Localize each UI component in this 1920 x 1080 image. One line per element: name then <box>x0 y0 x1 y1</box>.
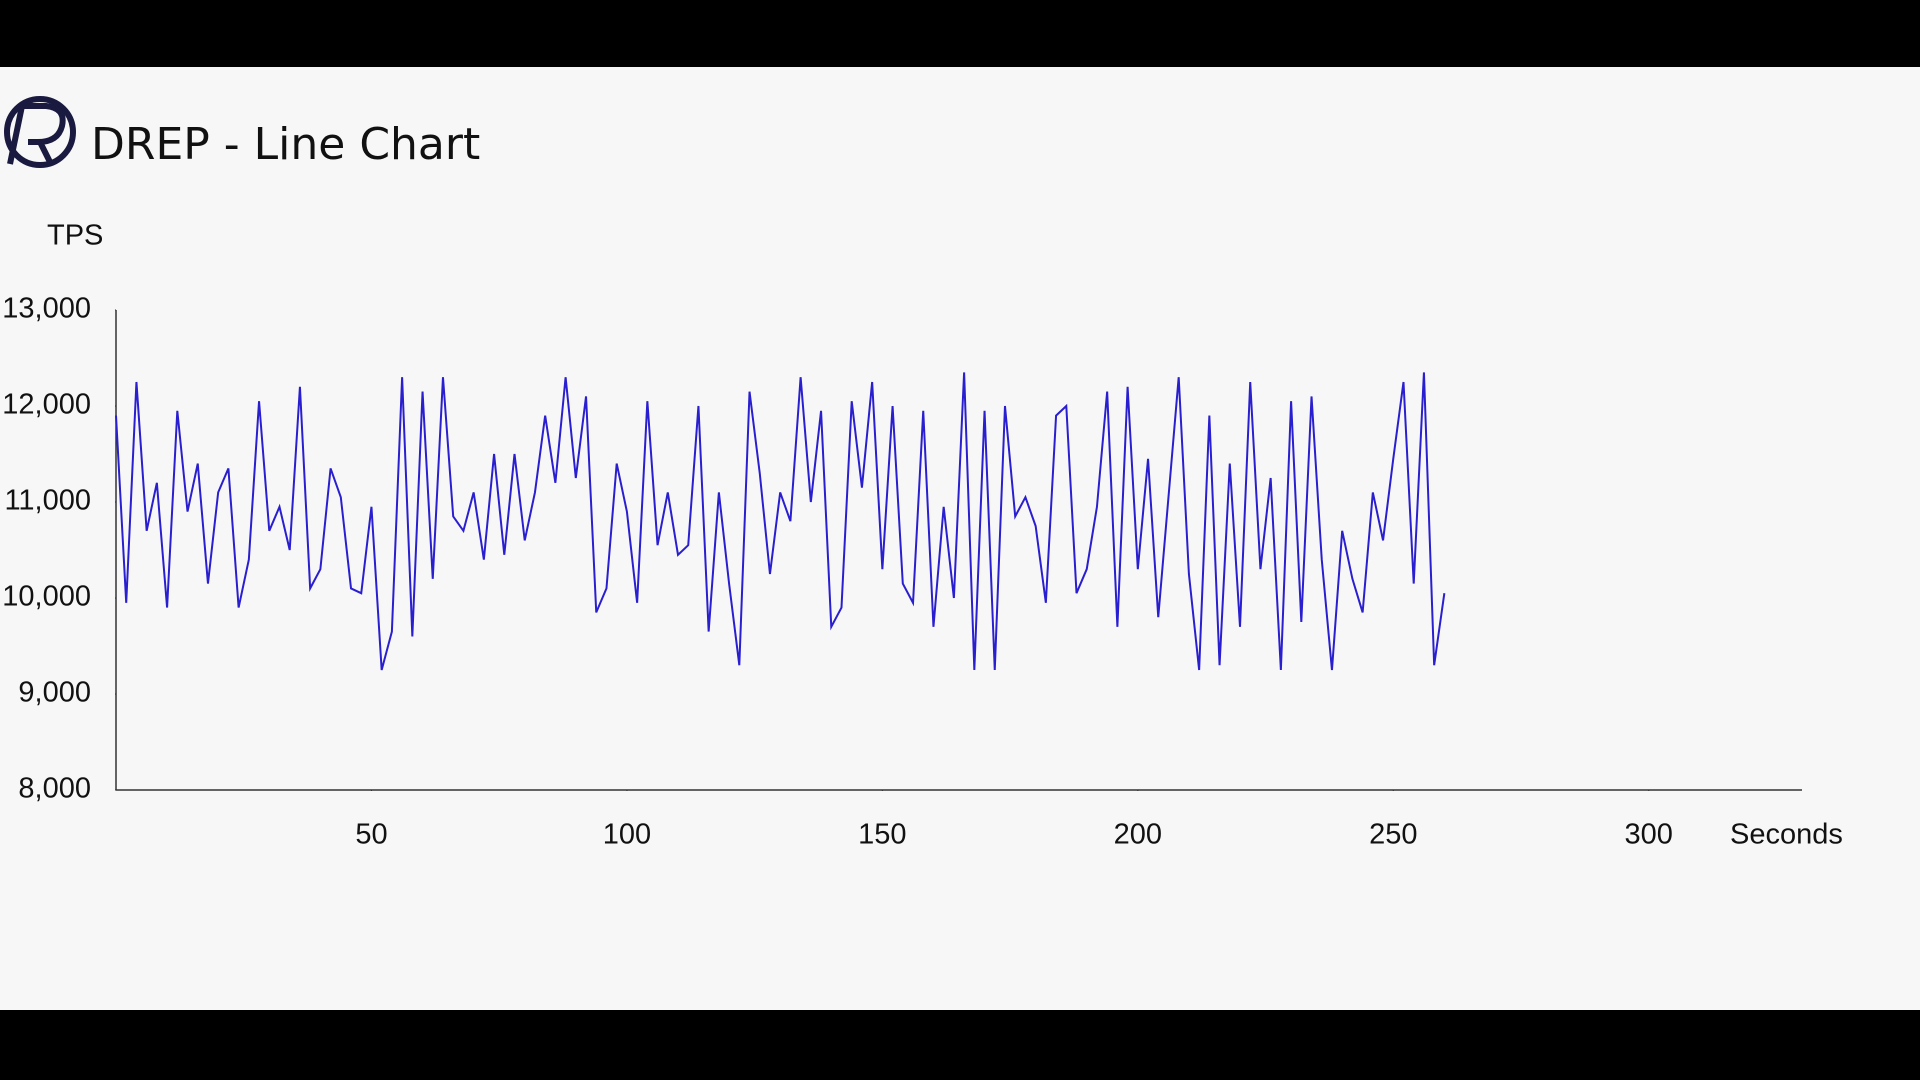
x-tick-label: 300 <box>1625 819 1673 851</box>
x-tick-label: 200 <box>1114 819 1162 851</box>
y-tick-label: 11,000 <box>4 485 91 517</box>
x-axis-label: Seconds <box>1730 819 1843 851</box>
logo <box>4 96 76 168</box>
chart-title: DREP - Line Chart <box>91 119 480 170</box>
y-axis-label: TPS <box>47 220 103 252</box>
y-tick-label: 8,000 <box>18 773 91 805</box>
x-tick-label: 150 <box>858 819 906 851</box>
content-bg <box>0 67 1920 1010</box>
x-tick-label: 50 <box>355 819 387 851</box>
y-tick-label: 10,000 <box>2 581 91 613</box>
y-tick-label: 13,000 <box>2 293 91 325</box>
y-tick-label: 12,000 <box>2 389 91 421</box>
y-tick-label: 9,000 <box>18 677 91 709</box>
x-tick-label: 100 <box>603 819 651 851</box>
data-line <box>115 372 1446 671</box>
x-tick-label: 250 <box>1369 819 1417 851</box>
